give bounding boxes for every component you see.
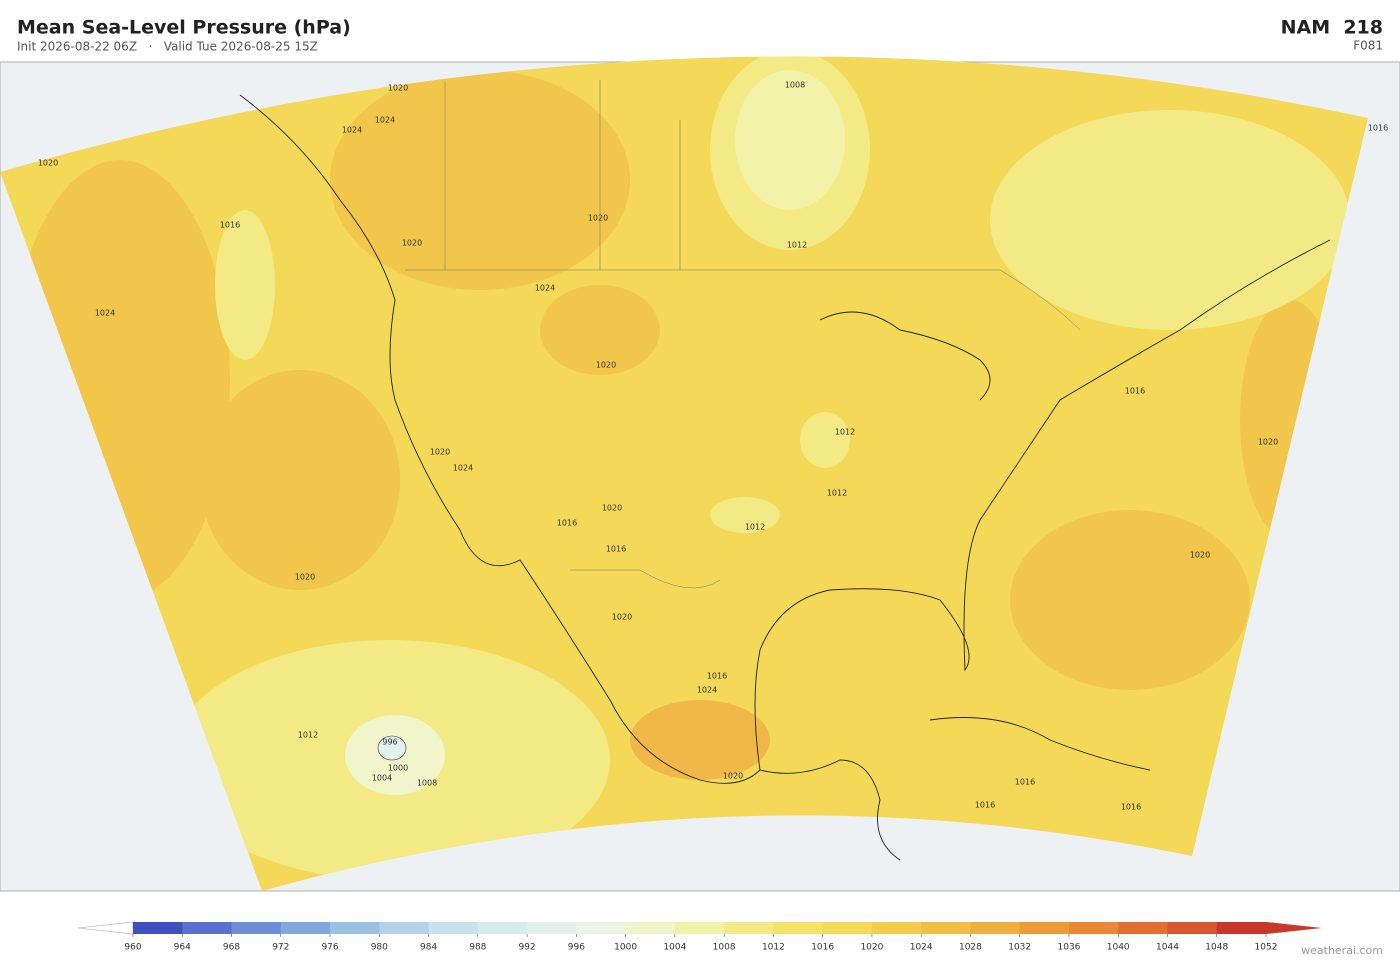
contour-label: 1016 (975, 801, 995, 810)
colorbar-bin (280, 922, 331, 934)
contour-label: 1016 (220, 221, 240, 230)
colorbar-tick-label: 1004 (663, 943, 686, 953)
contour-label: 1016 (557, 519, 577, 528)
contour-label: 1012 (298, 731, 318, 740)
colorbar-tick-label: 1000 (614, 943, 637, 953)
forecast-hour: F081 (1353, 39, 1383, 53)
contour-label: 1020 (723, 772, 743, 781)
contour-label: 1024 (453, 464, 473, 473)
colorbar-tick-label: 1024 (910, 943, 933, 953)
contour-label: 1004 (372, 774, 392, 783)
colorbar-bin (1167, 922, 1218, 934)
contour-label: 1020 (402, 239, 422, 248)
colorbar-bin (1216, 922, 1267, 934)
colorbar-bin (921, 922, 971, 934)
contour-label: 1020 (602, 504, 622, 513)
colorbar-tick-label: 1008 (713, 943, 736, 953)
colorbar-bin (576, 922, 627, 934)
colorbar-bin (527, 922, 577, 934)
colorbar-tick-label: 1028 (959, 943, 982, 953)
colorbar-bin (379, 922, 430, 934)
pressure-field (0, 56, 1368, 891)
contour-label: 1016 (1121, 803, 1141, 812)
colorbar-tick-label: 1040 (1107, 943, 1130, 953)
colorbar-bin (970, 922, 1021, 934)
colorbar-tick-label: 1044 (1156, 943, 1179, 953)
colorbar-bin (871, 922, 922, 934)
contour-label: 1012 (835, 428, 855, 437)
colorbar-tick-label: 1036 (1058, 943, 1081, 953)
colorbar-bin (477, 922, 528, 934)
colorbar-bin (625, 922, 676, 934)
contour-label: 1020 (1258, 438, 1278, 447)
contour-label: 1020 (1190, 551, 1210, 560)
contour-label: 1020 (588, 214, 608, 223)
credit: weatherai.com (1301, 944, 1383, 957)
borders (405, 80, 1081, 589)
colorbar-bin (773, 922, 824, 934)
colorbar-tick-label: 984 (420, 943, 437, 953)
colorbar-tick-label: 988 (469, 943, 486, 953)
contour-label: 1020 (430, 448, 450, 457)
colorbar-tick-label: 992 (518, 943, 535, 953)
colorbar-tick-label: 976 (321, 943, 338, 953)
contour-label: 1024 (95, 309, 115, 318)
colorbar-tick-label: 968 (223, 943, 240, 953)
colorbar-bin (133, 922, 183, 934)
colorbar-over (1266, 922, 1322, 934)
contour-label: 1012 (827, 489, 847, 498)
colorbar-tick-label: 964 (174, 943, 191, 953)
colorbar-tick-label: 1020 (860, 943, 883, 953)
colorbar-tick-label: 1048 (1205, 943, 1228, 953)
colorbar-bin (231, 922, 282, 934)
contour-label: 1016 (1015, 778, 1035, 787)
contour-label: 1016 (1368, 124, 1388, 133)
contour-label: 1020 (612, 613, 632, 622)
colorbar-tick-label: 960 (124, 943, 141, 953)
contour-label: 1016 (707, 672, 727, 681)
contour-label: 1000 (388, 764, 408, 773)
contour-label: 1020 (295, 573, 315, 582)
contour-label: 996 (382, 738, 397, 747)
contour-labels: 1020101610241020101299610001004100810201… (38, 81, 1388, 812)
colorbar-tick-label: 1052 (1255, 943, 1278, 953)
colorbar-bin (1118, 922, 1168, 934)
colorbar-tick-label: 1016 (811, 943, 834, 953)
colorbar-bin (674, 922, 725, 934)
colorbar-tick-label: 996 (568, 943, 585, 953)
contour-label: 1020 (38, 159, 58, 168)
contour-label: 1008 (417, 779, 437, 788)
contour-label: 1024 (535, 284, 555, 293)
colorbar-bin (1068, 922, 1119, 934)
contour-label: 1016 (606, 545, 626, 554)
contour-label: 1020 (596, 361, 616, 370)
contour-label: 1016 (1125, 387, 1145, 396)
contour-label: 1020 (388, 84, 408, 93)
colorbar-tick-label: 1012 (762, 943, 785, 953)
subtitle: Init 2026-08-22 06Z · Valid Tue 2026-08-… (17, 40, 318, 54)
colorbar: 960 964 968 972 976 980 984 988 992 996 1000 1004 10… (77, 921, 1322, 953)
colorbar-tick-label: 1032 (1008, 943, 1031, 953)
map: 1020101610241020101299610001004100810201… (0, 56, 1400, 892)
contour-label: 1008 (785, 81, 805, 90)
colorbar-tick-label: 980 (371, 943, 388, 953)
colorbar-bin (724, 922, 774, 934)
colorbar-bin (822, 922, 873, 934)
colorbar-bin (330, 922, 380, 934)
colorbar-tick-label: 972 (272, 943, 289, 953)
colorbar-bin (428, 922, 479, 934)
contour-label: 1024 (375, 116, 395, 125)
colorbar-bin (1019, 922, 1070, 934)
title: Mean Sea-Level Pressure (hPa) (17, 17, 351, 39)
colorbar-bin (182, 922, 233, 934)
contour-label: 1012 (787, 241, 807, 250)
contour-label: 1024 (697, 686, 717, 695)
contour-label: 1024 (342, 126, 362, 135)
colorbar-under (77, 921, 134, 935)
model: NAM 218 (1281, 17, 1383, 39)
coastlines (239, 94, 1331, 861)
contour-label: 1012 (745, 523, 765, 532)
